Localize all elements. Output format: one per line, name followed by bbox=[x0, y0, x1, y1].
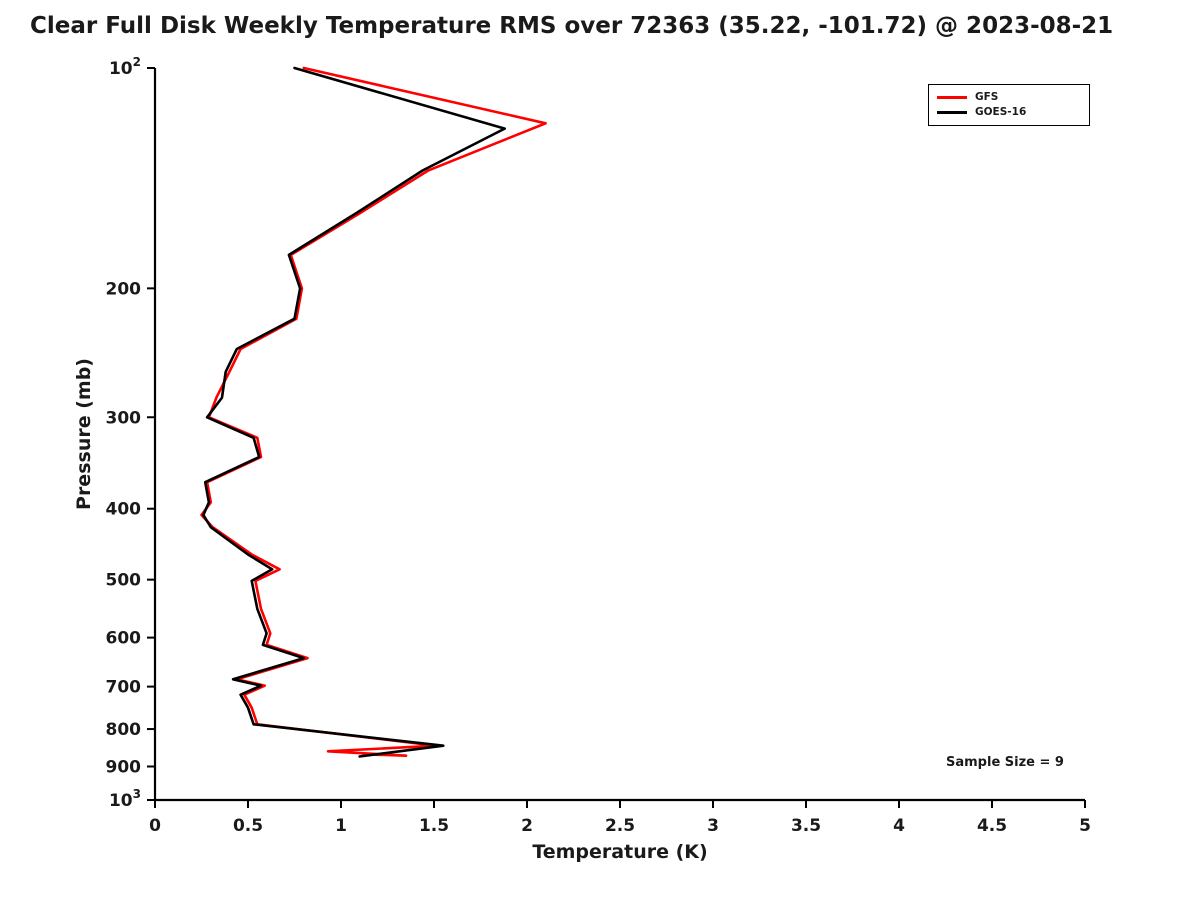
chart-title: Clear Full Disk Weekly Temperature RMS o… bbox=[30, 13, 1114, 39]
y-tick-label: 102 bbox=[109, 55, 141, 79]
y-tick-label: 500 bbox=[106, 571, 142, 591]
x-tick-label: 2 bbox=[521, 816, 533, 836]
x-axis-label: Temperature (K) bbox=[532, 841, 707, 863]
x-tick-label: 1.5 bbox=[419, 816, 449, 836]
legend-line-sample bbox=[937, 111, 967, 114]
y-tick-label: 200 bbox=[106, 279, 142, 299]
x-tick-label: 1 bbox=[335, 816, 347, 836]
y-tick-label: 600 bbox=[106, 629, 142, 649]
y-tick-label: 900 bbox=[106, 758, 142, 778]
legend-line-sample bbox=[937, 96, 967, 99]
y-tick-label: 400 bbox=[106, 500, 142, 520]
legend-entry: GOES-16 bbox=[937, 105, 1081, 120]
y-tick-label: 300 bbox=[106, 408, 142, 428]
x-tick-label: 2.5 bbox=[605, 816, 635, 836]
y-tick-label: 103 bbox=[109, 787, 141, 811]
x-tick-label: 0 bbox=[149, 816, 161, 836]
y-tick-label: 700 bbox=[106, 678, 142, 698]
goes-16-line bbox=[202, 66, 507, 758]
x-tick-label: 5 bbox=[1079, 816, 1091, 836]
y-tick-label: 800 bbox=[106, 720, 142, 740]
legend-label: GFS bbox=[975, 91, 999, 103]
sample-size-annotation: Sample Size = 9 bbox=[946, 755, 1064, 770]
gfs-line bbox=[200, 66, 547, 758]
legend-entry: GFS bbox=[937, 90, 1081, 105]
x-tick-label: 3 bbox=[707, 816, 719, 836]
x-tick-label: 3.5 bbox=[791, 816, 821, 836]
legend: GFS GOES-16 bbox=[928, 84, 1090, 126]
x-tick-label: 4.5 bbox=[977, 816, 1007, 836]
legend-label: GOES-16 bbox=[975, 106, 1027, 118]
x-tick-label: 0.5 bbox=[233, 816, 263, 836]
y-axis-label: Pressure (mb) bbox=[73, 358, 95, 510]
x-tick-label: 4 bbox=[893, 816, 905, 836]
